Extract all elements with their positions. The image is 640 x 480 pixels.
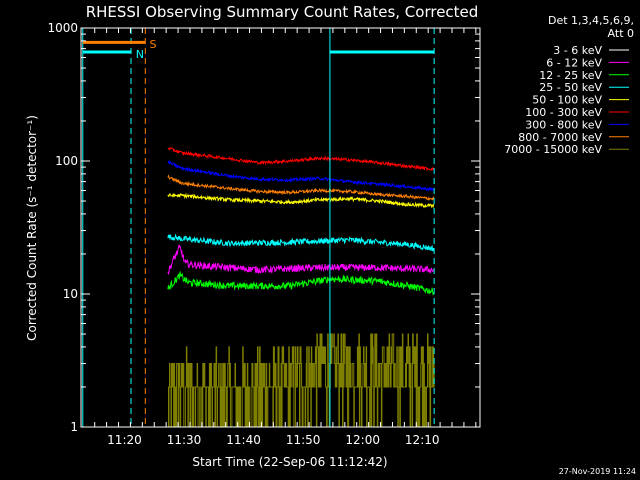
series-line (167, 233, 435, 252)
legend-entry-label: 50 - 100 keV (532, 94, 602, 107)
plot-frame (80, 27, 481, 428)
legend-header-line-2: Att 0 (608, 27, 634, 40)
marker-layer: SN (82, 28, 435, 427)
legend-header-line-1: Det 1,3,4,5,6,9, (548, 14, 634, 27)
chart-title: RHESSI Observing Summary Count Rates, Co… (86, 3, 479, 21)
legend-entry-label: 800 - 7000 keV (518, 131, 602, 144)
legend-entry-label: 25 - 50 keV (539, 81, 602, 94)
y-axis-label: Corrected Count Rate (s⁻¹ detector⁻¹) (25, 115, 39, 341)
legend-entry-label: 100 - 300 keV (525, 106, 602, 119)
annotation-n: N (136, 48, 144, 61)
legend-entry-label: 7000 - 15000 keV (504, 143, 602, 156)
series-layer (167, 146, 435, 428)
series-line (167, 270, 435, 296)
legend-entry-label: 3 - 6 keV (553, 44, 602, 57)
x-tick-label: 12:10 (405, 433, 440, 447)
x-tick-label: 11:20 (107, 433, 142, 447)
series-line (167, 192, 435, 209)
x-tick-label: 11:40 (226, 433, 261, 447)
series-line (167, 244, 435, 276)
x-tick-label: 11:50 (286, 433, 321, 447)
y-tick-label: 1 (70, 420, 78, 434)
series-line (167, 159, 435, 193)
legend-entry-label: 300 - 800 keV (525, 118, 602, 131)
y-tick-label: 100 (55, 154, 78, 168)
legend-entry-label: 12 - 25 keV (539, 69, 602, 82)
x-tick-label: 11:30 (167, 433, 202, 447)
series-line (167, 174, 435, 201)
series-line (167, 146, 435, 172)
x-axis-label: Start Time (22-Sep-06 11:12:42) (192, 455, 387, 469)
legend-entry-label: 6 - 12 keV (546, 56, 602, 69)
x-tick-label: 12:00 (345, 433, 380, 447)
annotation-s: S (149, 38, 156, 51)
axis-layer: 1 10 100 1000 11:20 11:30 11:40 11:50 12:00 12:10 (47, 21, 480, 447)
footer-timestamp: 27-Nov-2019 11:24 (559, 467, 636, 476)
y-tick-label: 1000 (47, 21, 78, 35)
series-line (167, 333, 435, 428)
y-tick-label: 10 (63, 287, 78, 301)
